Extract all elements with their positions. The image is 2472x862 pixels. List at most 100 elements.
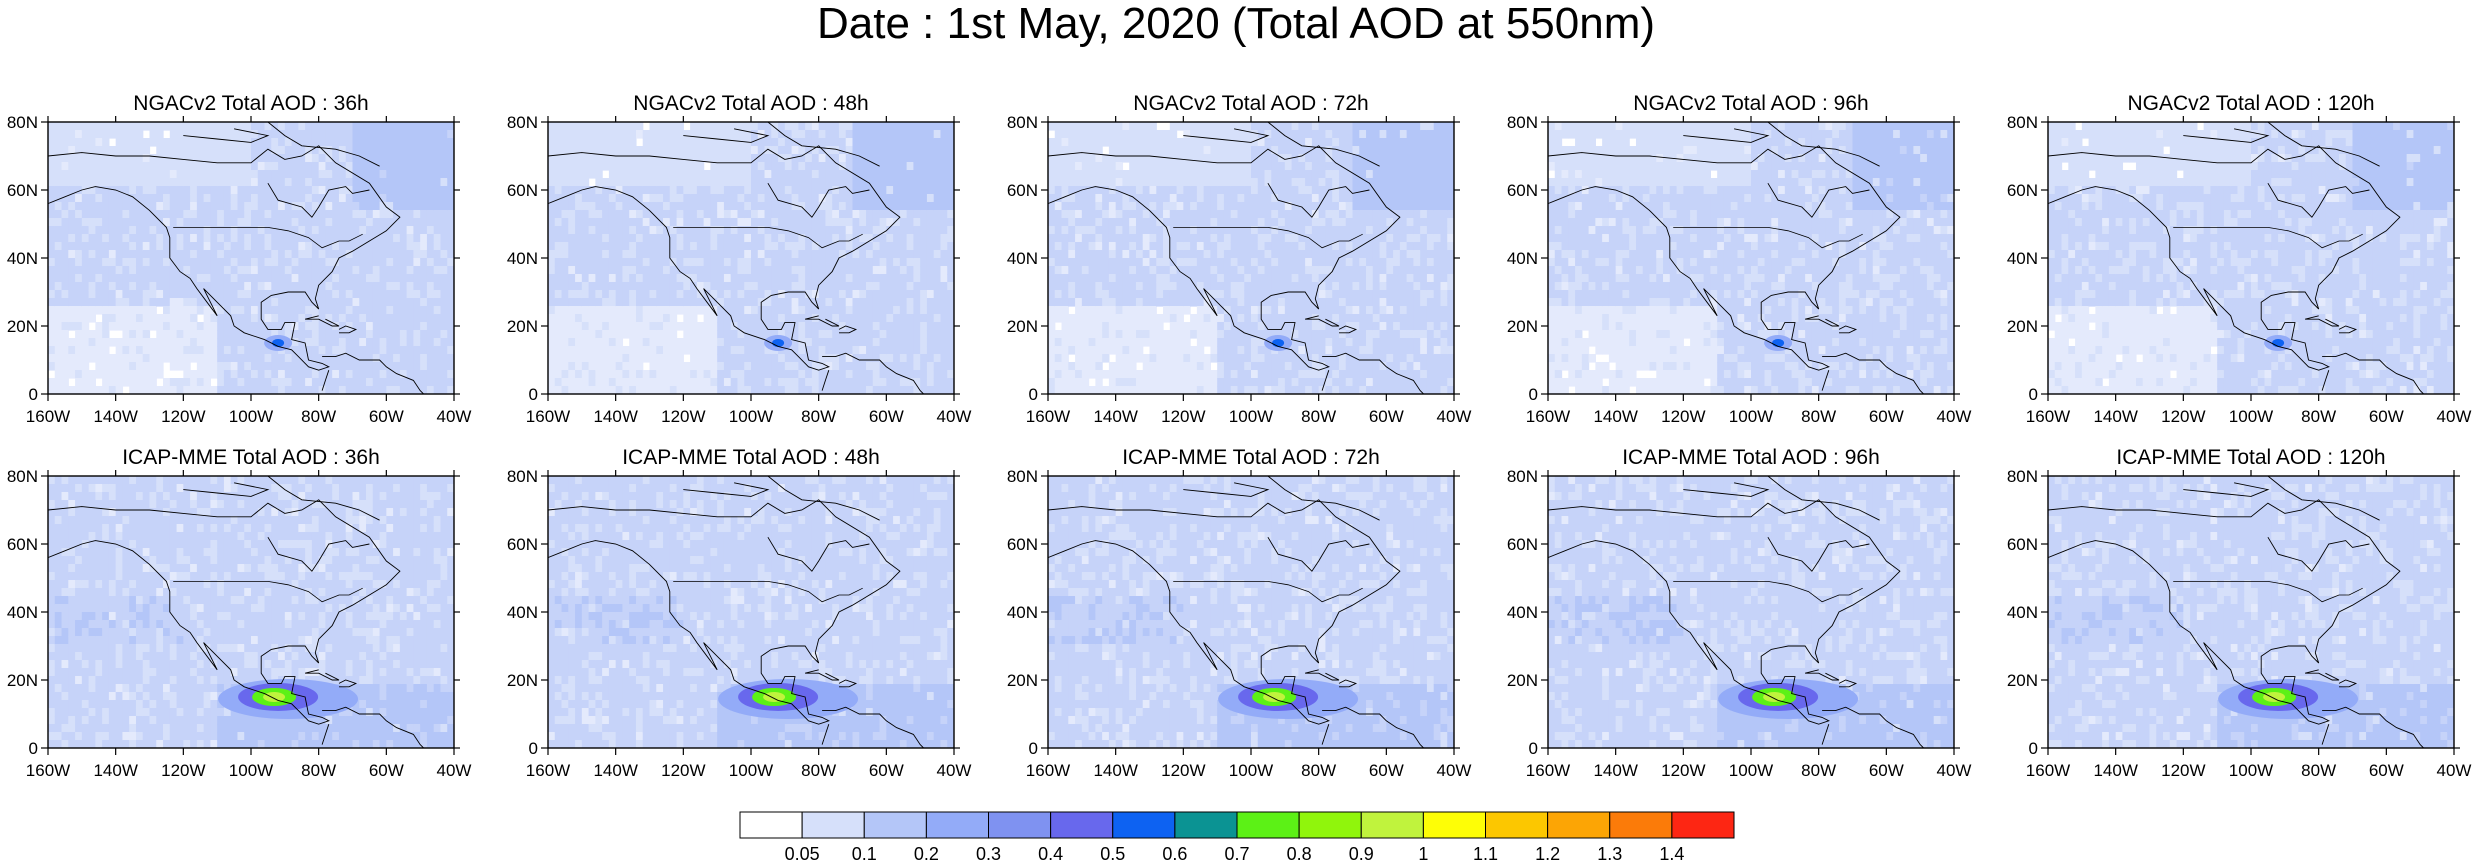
lat-tick-label: 0 [29,385,38,404]
lon-tick-label: 120W [1661,761,1705,780]
lon-tick-label: 80W [1301,407,1336,426]
lat-tick-label: 0 [1029,385,1038,404]
colorbar-swatch [1360,811,1424,839]
aerosol-plume [1718,679,1859,719]
coastline [2048,476,2424,748]
colorbar-swatch [739,811,803,839]
colorbar-swatch [1547,811,1611,839]
panel-title: ICAP-MME Total AOD : 96h [1622,446,1880,469]
lon-tick-label: 40W [1437,761,1472,780]
lon-tick-label: 140W [1593,761,1637,780]
coastline [548,476,924,748]
us-canada-border [173,581,363,603]
lon-tick-label: 40W [2437,761,2472,780]
panel-title: NGACv2 Total AOD : 72h [1133,92,1368,115]
lon-tick-label: 60W [1869,761,1904,780]
lat-tick-label: 40N [2007,249,2038,268]
lat-tick-label: 40N [1507,603,1538,622]
panel-title: ICAP-MME Total AOD : 72h [1122,446,1380,469]
lat-tick-label: 0 [2029,739,2038,758]
panel-title: NGACv2 Total AOD : 36h [133,92,368,115]
colorbar-swatch [1609,811,1673,839]
lat-tick-label: 20N [507,317,538,336]
aerosol-plume [718,679,859,719]
colorbar-label: 1.2 [1535,844,1560,862]
lat-tick-label: 20N [7,671,38,690]
colorbar-swatch [1671,811,1735,839]
coastline [1048,122,1424,394]
aod-field [1548,476,1954,748]
lon-tick-label: 140W [2093,761,2137,780]
lon-tick-label: 120W [2161,407,2205,426]
lon-tick-label: 40W [1937,407,1972,426]
us-canada-border [2173,581,2363,603]
aod-field [548,122,954,394]
figure-title: Date : 1st May, 2020 (Total AOD at 550nm… [0,0,2472,48]
lon-tick-label: 80W [2301,407,2336,426]
lon-tick-label: 140W [593,407,637,426]
lon-tick-label: 80W [301,407,336,426]
colorbar-label: 0.4 [1038,844,1063,862]
colorbar: 0.05 0.1 0.2 0.3 0.4 0.5 0.6 0.7 0.8 0.9 1 1.1 1.2 1.… [739,811,1735,862]
lon-tick-label: 160W [1526,761,1570,780]
lon-tick-label: 60W [869,761,904,780]
lat-tick-label: 60N [1507,535,1538,554]
us-canada-border [673,581,863,603]
lat-tick-label: 80N [2007,113,2038,132]
lat-tick-label: 60N [2007,181,2038,200]
colorbar-swatch [801,811,865,839]
lon-tick-label: 40W [437,407,472,426]
us-canada-border [2173,227,2363,249]
lon-tick-label: 100W [2229,407,2273,426]
lat-tick-label: 40N [1007,603,1038,622]
panel-title: ICAP-MME Total AOD : 36h [122,446,380,469]
lon-tick-label: 120W [2161,761,2205,780]
lon-tick-label: 40W [437,761,472,780]
lon-tick-label: 120W [1161,761,1205,780]
lon-tick-label: 160W [26,761,70,780]
lon-tick-label: 140W [93,407,137,426]
lon-tick-label: 80W [2301,761,2336,780]
coastline [2048,122,2424,394]
lat-tick-label: 0 [1529,385,1538,404]
lon-tick-label: 60W [1369,761,1404,780]
map-panel: NGACv2 Total AOD : 36h 160W 140W 120W 100W 80… [7,92,472,426]
us-canada-border [673,227,863,249]
lon-tick-label: 120W [661,407,705,426]
lat-tick-label: 20N [1007,671,1038,690]
us-canada-border [1173,227,1363,249]
lat-tick-label: 60N [1007,535,1038,554]
lat-tick-label: 20N [1507,671,1538,690]
coastline [1548,122,1924,394]
lon-tick-label: 60W [369,407,404,426]
colorbar-swatch [1112,811,1176,839]
us-canada-border [1173,581,1363,603]
aod-field [1048,476,1454,748]
coastline [48,476,424,748]
lon-tick-label: 160W [526,761,570,780]
lat-tick-label: 20N [1507,317,1538,336]
coastline [548,122,924,394]
lon-tick-label: 60W [369,761,404,780]
lat-tick-label: 60N [1007,181,1038,200]
lon-tick-label: 160W [2026,761,2070,780]
lon-tick-label: 40W [937,407,972,426]
aerosol-plume [2218,679,2359,719]
lon-tick-label: 100W [729,761,773,780]
lon-tick-label: 160W [26,407,70,426]
lat-tick-label: 40N [7,249,38,268]
colorbar-label: 1.4 [1659,844,1684,862]
lat-tick-label: 40N [507,249,538,268]
panel-title: ICAP-MME Total AOD : 120h [2116,446,2385,469]
lon-tick-label: 100W [229,761,273,780]
lon-tick-label: 80W [801,761,836,780]
map-panel: ICAP-MME Total AOD : 48h 160W 140W 120W 100W… [507,446,972,780]
aod-field [2048,476,2454,748]
colorbar-label: 1.3 [1597,844,1622,862]
panel-title: NGACv2 Total AOD : 96h [1633,92,1868,115]
lat-tick-label: 80N [1507,113,1538,132]
colorbar-swatch [1298,811,1362,839]
coastline [1048,476,1424,748]
lat-tick-label: 0 [529,385,538,404]
